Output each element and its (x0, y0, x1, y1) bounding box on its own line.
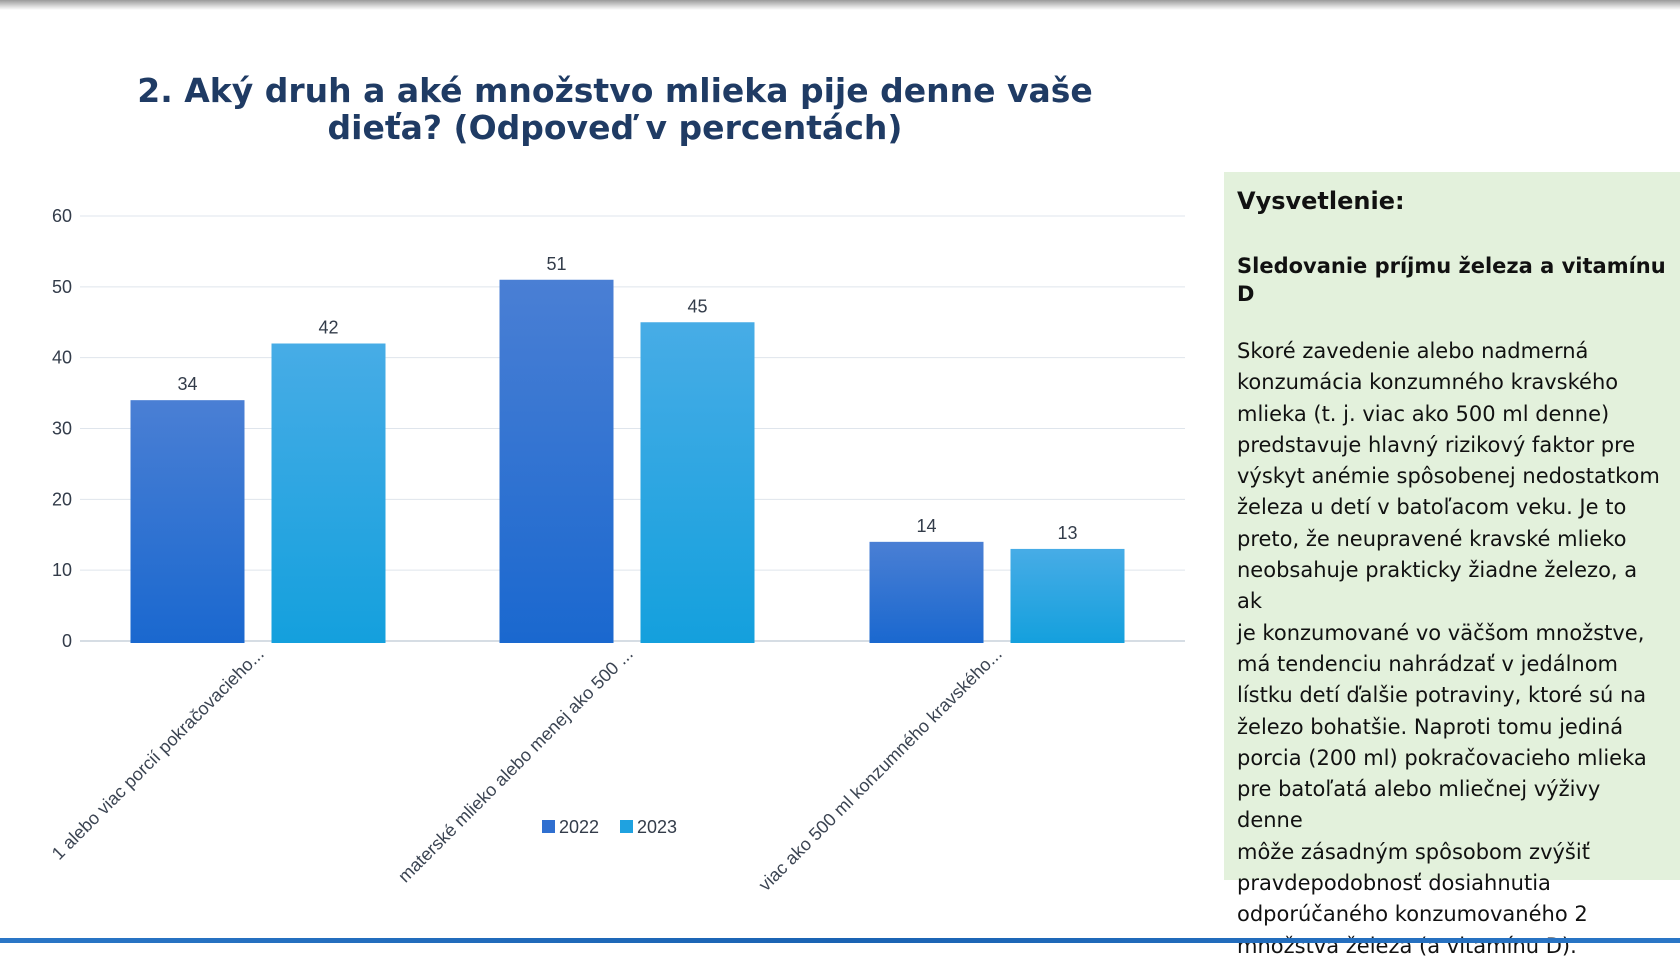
data-label: 51 (546, 254, 566, 274)
bars (130, 279, 1125, 643)
data-label: 13 (1057, 523, 1077, 543)
explanation-line: množstva železa (a vitamínu D). (1237, 933, 1577, 958)
gridlines (80, 215, 1185, 642)
legend-swatch (542, 820, 555, 833)
y-tick-label: 50 (52, 277, 72, 297)
explanation-line: Skoré zavedenie alebo nadmerná (1237, 339, 1589, 363)
explanation-line: má tendenciu nahrádzať v jedálnom (1237, 651, 1619, 676)
y-tick-label: 40 (52, 348, 72, 368)
y-tick-label: 10 (52, 560, 72, 580)
data-labels: 34 42 51 45 14 13 (177, 254, 1077, 543)
explanation-line: porcia (200 ml) pokračovacieho mlieka (1237, 745, 1647, 770)
bar-2022-3 (869, 541, 984, 643)
legend-label: 2022 (559, 817, 599, 837)
explanation-panel: Vysvetlenie: Sledovanie príjmu železa a … (1224, 172, 1680, 958)
explanation-line: lístku detí ďalšie potraviny, ktoré sú n… (1237, 683, 1647, 708)
explanation-line: mlieka (t. j. viac ako 500 ml denne) (1237, 401, 1610, 426)
category-label: 1 alebo viac porcií pokračovacieho... (48, 644, 268, 864)
explanation-line: je konzumované vo väčšom množstve, (1237, 620, 1645, 645)
data-label: 14 (916, 516, 936, 536)
explanation-line: železa u detí v batoľacom veku. Je to (1237, 495, 1627, 520)
legend-item-2022: 2022 (542, 817, 599, 837)
explanation-line: výskyt anémie spôsobenej nedostatkom (1237, 464, 1660, 489)
category-labels: 1 alebo viac porcií pokračovacieho... mat… (48, 644, 1006, 895)
bar-2023-2 (640, 322, 755, 643)
y-axis-ticks: 0 10 20 30 40 50 60 (52, 206, 72, 651)
category-label: materské mlieko alebo menej ako 500 ... (394, 644, 637, 887)
explanation-line: konzumácia konzumného kravského (1237, 370, 1619, 395)
legend-swatch (620, 820, 633, 833)
window-top-border (0, 0, 1680, 10)
explanation-text: Skoré zavedenie alebo nadmerná konzumáci… (1237, 336, 1668, 962)
data-label: 42 (318, 318, 338, 338)
explanation-line: pravdepodobnosť dosiahnutia (1237, 871, 1551, 896)
data-label: 34 (177, 374, 197, 394)
bar-2023-3 (1010, 548, 1125, 643)
bar-2022-1 (130, 400, 245, 643)
explanation-subheading: Sledovanie príjmu železa a vitamínu D (1237, 254, 1666, 306)
explanation-heading: Vysvetlenie: (1237, 187, 1405, 215)
bar-chart: 0 10 20 30 40 50 60 34 42 51 45 14 13 1 alebo viac … (48, 206, 1185, 895)
explanation-line: pre batoľatá alebo mliečnej výživy denne (1237, 777, 1601, 833)
explanation-line: neobsahuje prakticky žiadne železo, a ak (1237, 558, 1638, 614)
explanation-line: odporúčaného konzumovaného 2 (1237, 902, 1588, 927)
explanation-line: preto, že neupravené kravské mlieko (1237, 526, 1627, 551)
y-tick-label: 20 (52, 489, 72, 509)
legend: 2022 2023 (542, 817, 677, 837)
bar-2022-2 (499, 279, 614, 643)
y-tick-label: 60 (52, 206, 72, 226)
explanation-line: železo bohatšie. Naproti tomu jediná (1237, 714, 1624, 739)
bar-2023-1 (271, 343, 386, 643)
explanation-line: predstavuje hlavný rizikový faktor pre (1237, 432, 1636, 457)
explanation-line: môže zásadným spôsobom zvýšiť (1237, 839, 1590, 864)
legend-item-2023: 2023 (620, 817, 677, 837)
bottom-accent-line (0, 938, 1680, 943)
y-tick-label: 30 (52, 419, 72, 439)
chart-title: 2. Aký druh a aké množstvo mlieka pije d… (137, 71, 1093, 147)
y-tick-label: 0 (62, 631, 72, 651)
legend-label: 2023 (637, 817, 677, 837)
data-label: 45 (687, 296, 707, 316)
category-label: viac ako 500 ml konzumného kravského... (755, 644, 1006, 895)
